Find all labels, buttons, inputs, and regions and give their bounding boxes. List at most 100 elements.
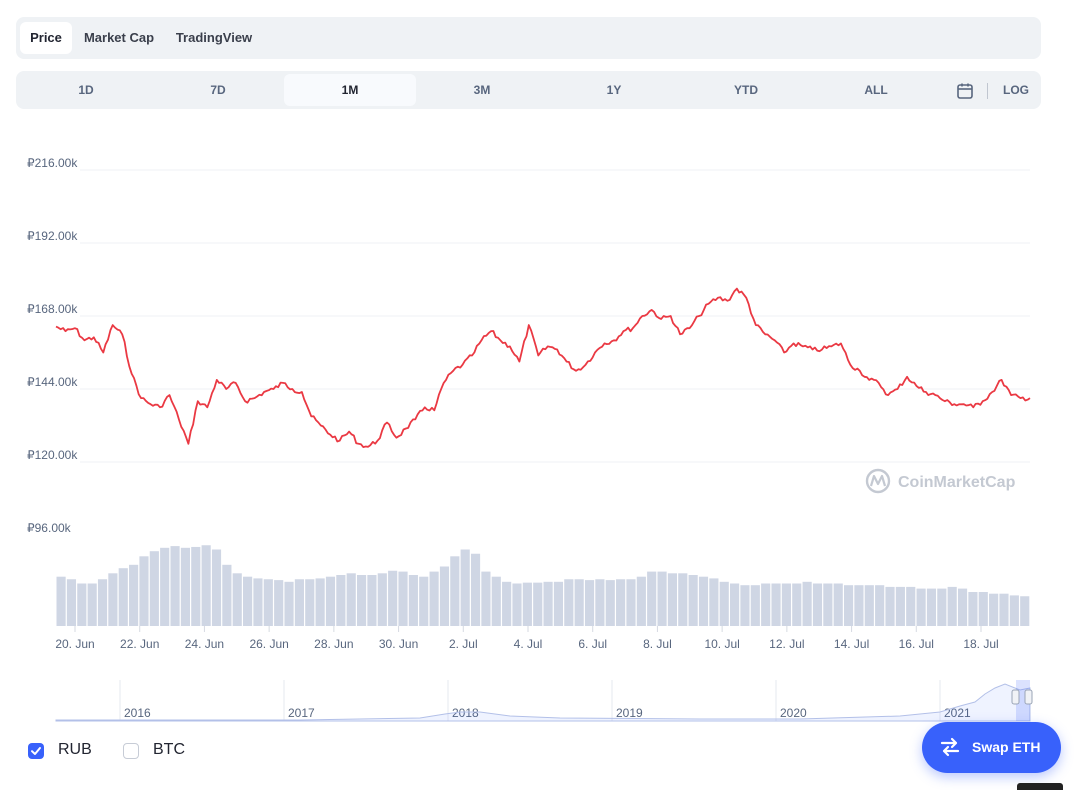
- volume-bar: [160, 547, 170, 626]
- price-series-line: [55, 287, 1031, 448]
- volume-bar: [305, 579, 315, 626]
- volume-bar: [750, 585, 760, 626]
- volume-bar: [823, 583, 833, 626]
- volume-bar: [968, 592, 978, 626]
- volume-bar: [595, 579, 605, 626]
- volume-bar: [108, 573, 118, 626]
- tab-market-cap[interactable]: Market Cap: [83, 30, 155, 45]
- swap-eth-label: Swap ETH: [972, 739, 1041, 755]
- volume-bar: [564, 579, 574, 626]
- volume-bar: [87, 583, 97, 626]
- volume-bar: [1009, 595, 1019, 626]
- volume-bar: [771, 583, 781, 626]
- swap-eth-button[interactable]: Swap ETH: [922, 722, 1061, 773]
- volume-bar: [450, 556, 460, 626]
- range-all-button[interactable]: ALL: [864, 83, 888, 97]
- volume-bar: [678, 573, 688, 626]
- volume-bar: [605, 580, 615, 626]
- navigator-price-line: [55, 683, 1031, 722]
- volume-bar: [802, 581, 812, 626]
- volume-bar: [616, 579, 626, 626]
- volume-bar: [118, 568, 128, 626]
- x-tick-label: 18. Jul: [963, 637, 998, 651]
- volume-bar: [812, 583, 823, 626]
- volume-bar: [408, 575, 418, 626]
- volume-bar: [781, 583, 791, 626]
- volume-bar: [491, 576, 501, 626]
- chart-grid: [80, 169, 1030, 463]
- volume-bar: [667, 573, 678, 626]
- volume-bar: [947, 586, 957, 626]
- volume-bar: [180, 547, 191, 626]
- volume-bar: [97, 579, 108, 626]
- tab-price[interactable]: Price: [20, 22, 72, 54]
- volume-bar: [460, 549, 470, 626]
- volume-bar: [284, 581, 294, 626]
- legend-btc-label[interactable]: BTC: [153, 741, 185, 758]
- range-1m-button[interactable]: 1M: [284, 74, 416, 106]
- x-tick-label: 20. Jun: [55, 637, 94, 651]
- volume-bar: [937, 588, 947, 626]
- y-tick-label: ₽216.00k: [27, 156, 78, 170]
- volume-bar: [201, 545, 211, 626]
- range-7d-button[interactable]: 7D: [210, 83, 226, 97]
- volume-bar: [336, 575, 346, 626]
- range-navigator[interactable]: 2016 2017 2018 2019 2020 2021: [55, 680, 1033, 722]
- volume-bar: [574, 579, 584, 626]
- volume-bar: [294, 579, 304, 626]
- volume-bar: [211, 549, 222, 626]
- x-tick-label: 24. Jun: [185, 637, 224, 651]
- volume-bar: [439, 566, 450, 626]
- x-tick-label: 14. Jul: [834, 637, 869, 651]
- volume-bar: [626, 579, 636, 626]
- volume-bar: [481, 571, 491, 626]
- navigator-year-label: 2021: [944, 706, 971, 720]
- volume-bar: [274, 580, 284, 626]
- volume-bar: [761, 583, 771, 626]
- swap-arrows-icon: [940, 737, 960, 757]
- y-tick-label: ₽96.00k: [27, 521, 72, 535]
- y-tick-label: ₽192.00k: [27, 229, 78, 243]
- tab-tradingview[interactable]: TradingView: [175, 30, 253, 45]
- volume-bar: [512, 583, 522, 626]
- volume-bar: [553, 581, 564, 626]
- calendar-icon[interactable]: [956, 82, 974, 100]
- volume-bar: [636, 576, 646, 626]
- navigator-year-label: 2016: [124, 706, 151, 720]
- range-1y-button[interactable]: 1Y: [606, 83, 622, 97]
- volume-bar: [895, 586, 905, 626]
- volume-bar: [522, 582, 532, 626]
- volume-bar: [367, 575, 377, 626]
- volume-bar: [719, 581, 729, 626]
- btc-checkbox[interactable]: [123, 743, 139, 759]
- rub-checkbox[interactable]: [28, 743, 44, 759]
- volume-bar: [906, 586, 916, 626]
- volume-bar: [584, 580, 595, 626]
- corner-tab: [1017, 783, 1063, 790]
- x-tick-label: 22. Jun: [120, 637, 159, 651]
- volume-bar: [657, 571, 667, 626]
- volume-bar: [56, 576, 66, 626]
- volume-bar: [502, 581, 512, 626]
- navigator-year-label: 2019: [616, 706, 643, 720]
- y-tick-label: ₽168.00k: [27, 302, 78, 316]
- range-3m-button[interactable]: 3M: [473, 83, 491, 97]
- navigator-left-handle[interactable]: [1011, 689, 1020, 705]
- log-scale-button[interactable]: LOG: [1003, 83, 1029, 97]
- watermark: CoinMarketCap: [865, 468, 1016, 494]
- y-tick-label: ₽144.00k: [27, 375, 78, 389]
- x-tick-label: 4. Jul: [514, 637, 543, 651]
- range-ytd-button[interactable]: YTD: [734, 83, 758, 97]
- legend-rub-label[interactable]: RUB: [58, 741, 92, 758]
- x-tick-label: 2. Jul: [449, 637, 478, 651]
- volume-bar: [926, 588, 937, 626]
- volume-bar: [149, 551, 159, 626]
- chart-type-tabs: Price Market Cap TradingView: [16, 17, 1041, 59]
- navigator-right-handle[interactable]: [1024, 689, 1033, 705]
- range-1d-button[interactable]: 1D: [78, 83, 94, 97]
- coinmarketcap-logo-icon: [865, 468, 891, 494]
- volume-bar: [129, 564, 139, 626]
- volume-bar: [419, 576, 429, 626]
- volume-bar: [709, 578, 719, 626]
- x-tick-label: 6. Jul: [578, 637, 607, 651]
